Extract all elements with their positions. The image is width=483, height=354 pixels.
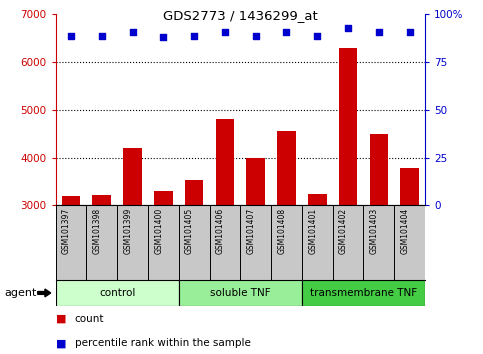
Point xyxy=(375,29,383,35)
Point xyxy=(159,34,167,39)
Text: GSM101407: GSM101407 xyxy=(247,207,256,254)
Bar xyxy=(277,131,296,205)
Point xyxy=(283,29,290,35)
Bar xyxy=(246,158,265,205)
Bar xyxy=(62,196,80,205)
Text: GSM101400: GSM101400 xyxy=(154,207,163,254)
Point xyxy=(344,26,352,32)
Point xyxy=(406,29,413,35)
Point xyxy=(313,33,321,39)
Text: GSM101408: GSM101408 xyxy=(277,207,286,254)
Bar xyxy=(185,180,203,205)
Text: GSM101401: GSM101401 xyxy=(308,207,317,254)
Text: ■: ■ xyxy=(56,314,66,324)
Point xyxy=(190,33,198,39)
Text: GSM101398: GSM101398 xyxy=(93,207,102,254)
Text: GSM101405: GSM101405 xyxy=(185,207,194,254)
Text: percentile rank within the sample: percentile rank within the sample xyxy=(75,338,251,348)
Point xyxy=(98,33,106,39)
Bar xyxy=(215,119,234,205)
Bar xyxy=(154,191,172,205)
Point xyxy=(67,33,75,39)
Point xyxy=(128,29,136,35)
Text: count: count xyxy=(75,314,104,324)
Text: GSM101404: GSM101404 xyxy=(400,207,410,254)
Point xyxy=(221,29,229,35)
Text: GSM101397: GSM101397 xyxy=(62,207,71,254)
FancyBboxPatch shape xyxy=(302,280,425,306)
Bar xyxy=(400,168,419,205)
Point xyxy=(252,33,259,39)
Bar xyxy=(308,194,327,205)
Text: transmembrane TNF: transmembrane TNF xyxy=(310,288,417,298)
Text: GSM101402: GSM101402 xyxy=(339,207,348,254)
Bar xyxy=(369,133,388,205)
Text: control: control xyxy=(99,288,135,298)
Bar xyxy=(92,195,111,205)
Text: agent: agent xyxy=(5,288,37,298)
Text: ■: ■ xyxy=(56,338,66,348)
Text: GDS2773 / 1436299_at: GDS2773 / 1436299_at xyxy=(163,9,318,22)
Text: GSM101403: GSM101403 xyxy=(370,207,379,254)
Text: GSM101406: GSM101406 xyxy=(216,207,225,254)
Text: soluble TNF: soluble TNF xyxy=(210,288,270,298)
Bar xyxy=(339,48,357,205)
Bar xyxy=(123,148,142,205)
Text: GSM101399: GSM101399 xyxy=(124,207,132,254)
FancyBboxPatch shape xyxy=(179,280,302,306)
FancyBboxPatch shape xyxy=(56,280,179,306)
